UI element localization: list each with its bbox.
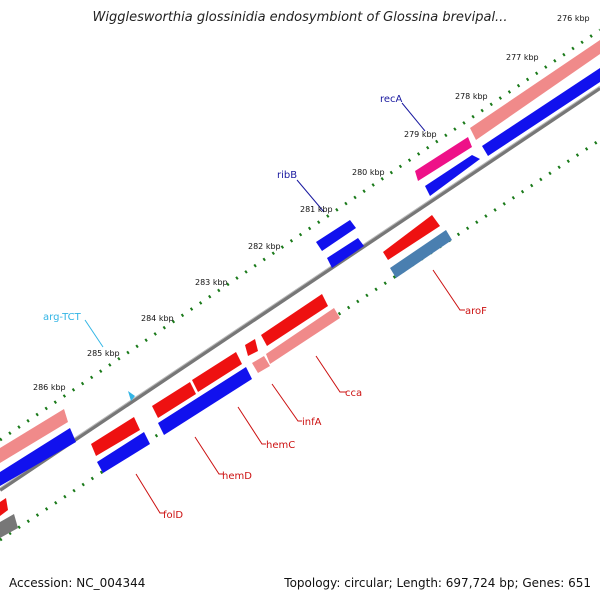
gene-label-cca: cca xyxy=(345,388,362,399)
tick-label-280: 280 kbp xyxy=(352,168,385,177)
gene-label-reca: recA xyxy=(380,94,403,105)
leader-arg-tct xyxy=(84,319,104,348)
leader-hemd xyxy=(194,436,223,475)
gene-label-ribb: ribB xyxy=(277,170,297,181)
gene-block-forward-reca xyxy=(425,155,480,196)
leader-arof xyxy=(432,269,465,311)
leader-ribb xyxy=(296,179,325,213)
leader-fold xyxy=(135,473,164,514)
leader-cca xyxy=(315,355,346,393)
gene-block-magenta xyxy=(415,137,472,181)
leader-reca xyxy=(401,102,426,132)
gene-label-fold: folD xyxy=(163,510,183,521)
gene-block-forward-upper-right xyxy=(482,68,600,156)
gene-block-reverse-arof xyxy=(383,215,440,260)
gene-block-forward-fold xyxy=(97,432,150,473)
gene-block-pseudo-upper-right xyxy=(470,40,600,140)
genome-backbone xyxy=(0,86,600,492)
gene-block-pseudo-small xyxy=(252,356,270,373)
gene-block-forward-ribb-2 xyxy=(327,238,364,268)
tick-label-284: 284 kbp xyxy=(141,314,174,323)
gene-block-reverse-hemd xyxy=(152,382,196,418)
gene-block-forward-hemc xyxy=(158,367,252,435)
tick-label-285: 285 kbp xyxy=(87,349,120,358)
gene-block-reverse-fold xyxy=(91,417,140,456)
accession-label: Accession: NC_004344 xyxy=(9,576,146,590)
gene-block-steelblue-arof xyxy=(390,230,452,278)
gene-block-reverse-cca xyxy=(261,294,328,346)
genome-backbone-highlight xyxy=(0,85,600,489)
gene-block-gray-left-edge xyxy=(0,514,18,538)
topology-summary: Topology: circular; Length: 697,724 bp; … xyxy=(284,576,591,590)
leader-hemc xyxy=(237,406,266,445)
gene-block-forward-left xyxy=(0,428,76,486)
gene-label-arof: aroF xyxy=(465,306,487,317)
trna-marker-arg-tct xyxy=(128,391,135,401)
tick-label-281: 281 kbp xyxy=(300,205,333,214)
tick-label-276: 276 kbp xyxy=(557,14,590,23)
map-title: Wigglesworthia glossinidia endosymbiont … xyxy=(92,10,508,25)
gene-label-arg-tct: arg-TCT xyxy=(43,312,82,323)
gene-block-reverse-hemc xyxy=(192,352,242,392)
tick-label-282: 282 kbp xyxy=(248,242,281,251)
gene-label-hemc: hemC xyxy=(266,440,295,451)
tick-label-279: 279 kbp xyxy=(404,130,437,139)
tick-label-277: 277 kbp xyxy=(506,53,539,62)
gene-block-reverse-small xyxy=(245,339,258,356)
gene-label-infa: infA xyxy=(302,417,322,428)
tick-label-286: 286 kbp xyxy=(33,383,66,392)
leader-infa xyxy=(271,383,302,422)
gene-block-forward-ribb xyxy=(316,220,356,251)
gene-block-red-left-edge xyxy=(0,498,8,516)
gene-block-pseudo-cca xyxy=(266,308,340,364)
gene-block-pseudo-left xyxy=(0,409,68,463)
gene-label-hemd: hemD xyxy=(222,471,252,482)
tick-label-283: 283 kbp xyxy=(195,278,228,287)
outer-tick-track xyxy=(0,28,600,442)
tick-label-278: 278 kbp xyxy=(455,92,488,101)
